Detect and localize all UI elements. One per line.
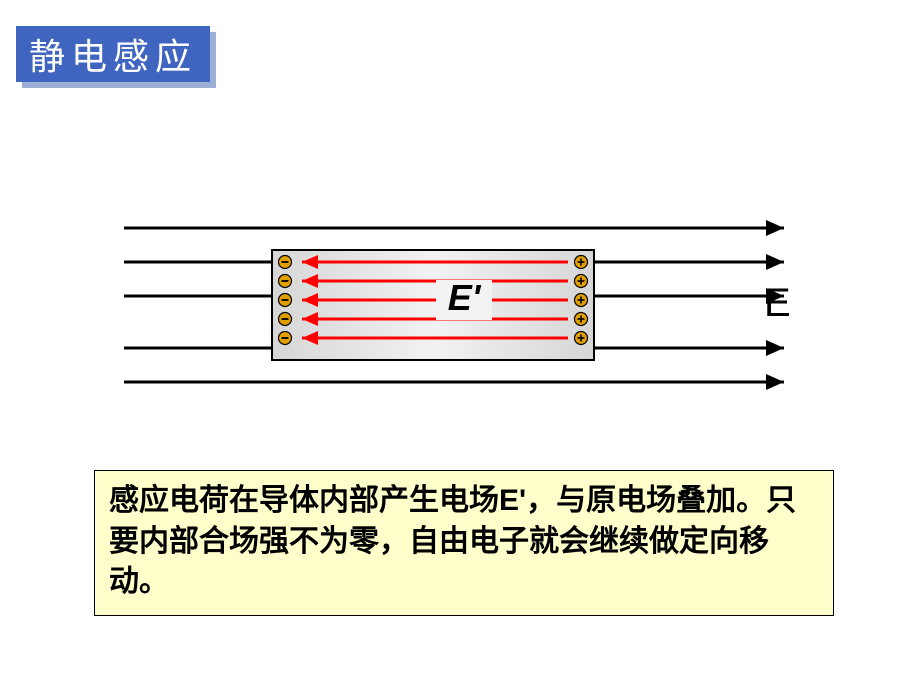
title-badge: 静电感应 bbox=[16, 26, 210, 82]
caption-eprime: E' bbox=[499, 484, 526, 517]
caption-prefix: 感应电荷在导体内部产生电场 bbox=[109, 484, 499, 517]
field-diagram: E' E bbox=[124, 210, 804, 400]
caption-box: 感应电荷在导体内部产生电场E'，与原电场叠加。只要内部合场强不为零，自由电子就会… bbox=[94, 470, 834, 616]
title-text: 静电感应 bbox=[29, 28, 197, 80]
svg-text:E: E bbox=[764, 281, 791, 325]
svg-text:E': E' bbox=[448, 277, 482, 318]
title-front: 静电感应 bbox=[16, 26, 210, 82]
caption-paragraph: 感应电荷在导体内部产生电场E'，与原电场叠加。只要内部合场强不为零，自由电子就会… bbox=[109, 481, 819, 603]
